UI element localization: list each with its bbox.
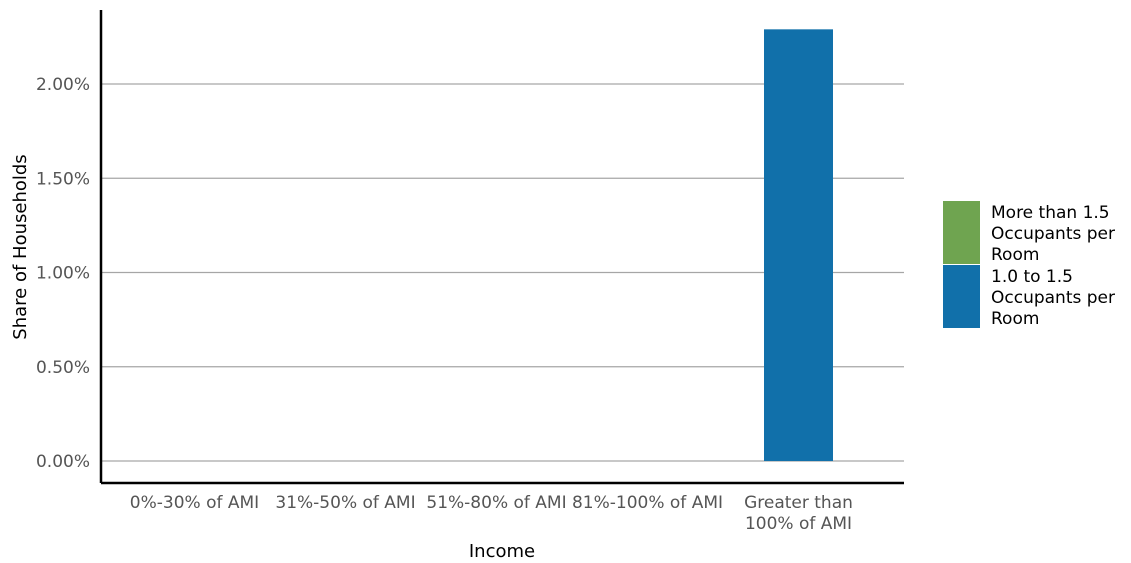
bars [764, 29, 833, 462]
y-tick-label: 2.00% [36, 75, 90, 95]
y-tick-label: 0.50% [36, 358, 90, 378]
legend-swatch [943, 201, 980, 264]
x-tick-labels: 0%-30% of AMI 31%-50% of AMI 51%-80% of AM… [130, 493, 853, 534]
legend-swatch [943, 265, 980, 328]
y-axis-title: Share of Households [10, 154, 31, 339]
x-tick-label: 0%-30% of AMI [130, 493, 259, 513]
y-tick-label: 1.00% [36, 264, 90, 284]
legend-label: More than 1.5 Occupants per Room [991, 203, 1115, 265]
y-tick-labels: 0.00% 0.50% 1.00% 1.50% 2.00% [36, 75, 90, 472]
x-tick-label: 81%-100% of AMI [572, 493, 723, 513]
y-tick-label: 0.00% [36, 452, 90, 472]
bar-segment [764, 29, 833, 462]
x-axis-title: Income [469, 541, 535, 562]
y-tick-label: 1.50% [36, 169, 90, 189]
axes [99, 10, 904, 485]
legend-label: 1.0 to 1.5 Occupants per Room [991, 267, 1115, 329]
x-tick-label: 31%-50% of AMI [275, 493, 415, 513]
x-tick-label: 51%-80% of AMI [426, 493, 566, 513]
x-tick-label: Greater than 100% of AMI [744, 493, 853, 534]
